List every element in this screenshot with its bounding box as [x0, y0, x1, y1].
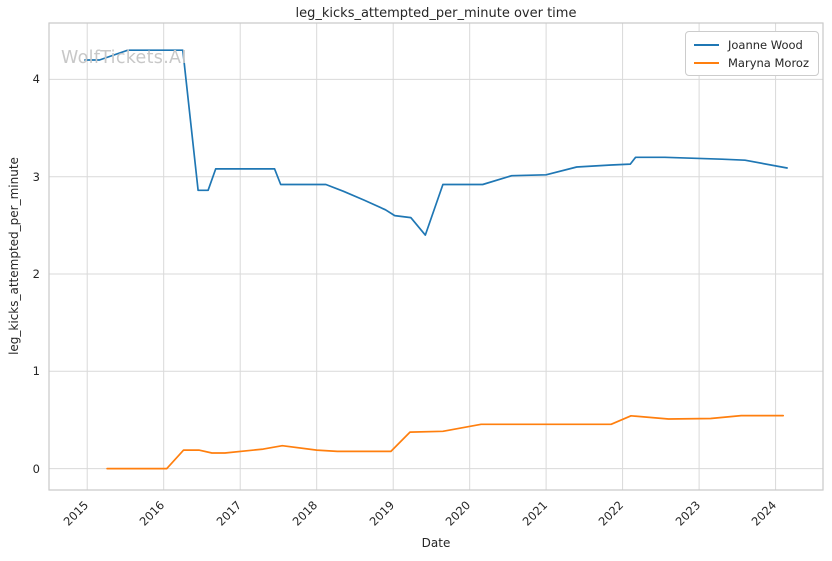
- legend-line-sample-maryna-moroz: [694, 61, 719, 64]
- y-tick-label-3: 3: [32, 169, 40, 184]
- plot-border: [48, 22, 824, 491]
- y-tick-label-4: 4: [32, 72, 40, 87]
- chart-title: leg_kicks_attempted_per_minute over time: [295, 6, 577, 21]
- legend-line-sample-joanne-wood: [694, 43, 719, 46]
- x-axis-label: Date: [421, 536, 451, 550]
- series-line-joanne-wood: [84, 49, 788, 236]
- legend-label: Joanne Wood: [728, 37, 803, 52]
- series-lines: [84, 49, 788, 470]
- watermark: WolfTickets.AI: [61, 48, 187, 68]
- series-line-maryna-moroz: [106, 414, 785, 470]
- legend-item-maryna-moroz: Maryna Moroz: [694, 55, 809, 70]
- y-tick-label-0: 0: [32, 461, 40, 476]
- legend: Joanne Wood Maryna Moroz: [685, 31, 819, 76]
- legend-item-joanne-wood: Joanne Wood: [694, 37, 809, 52]
- legend-label: Maryna Moroz: [728, 55, 809, 70]
- y-tick-label-1: 1: [32, 364, 40, 379]
- gridlines: [49, 23, 823, 490]
- y-tick-label-2: 2: [32, 267, 40, 281]
